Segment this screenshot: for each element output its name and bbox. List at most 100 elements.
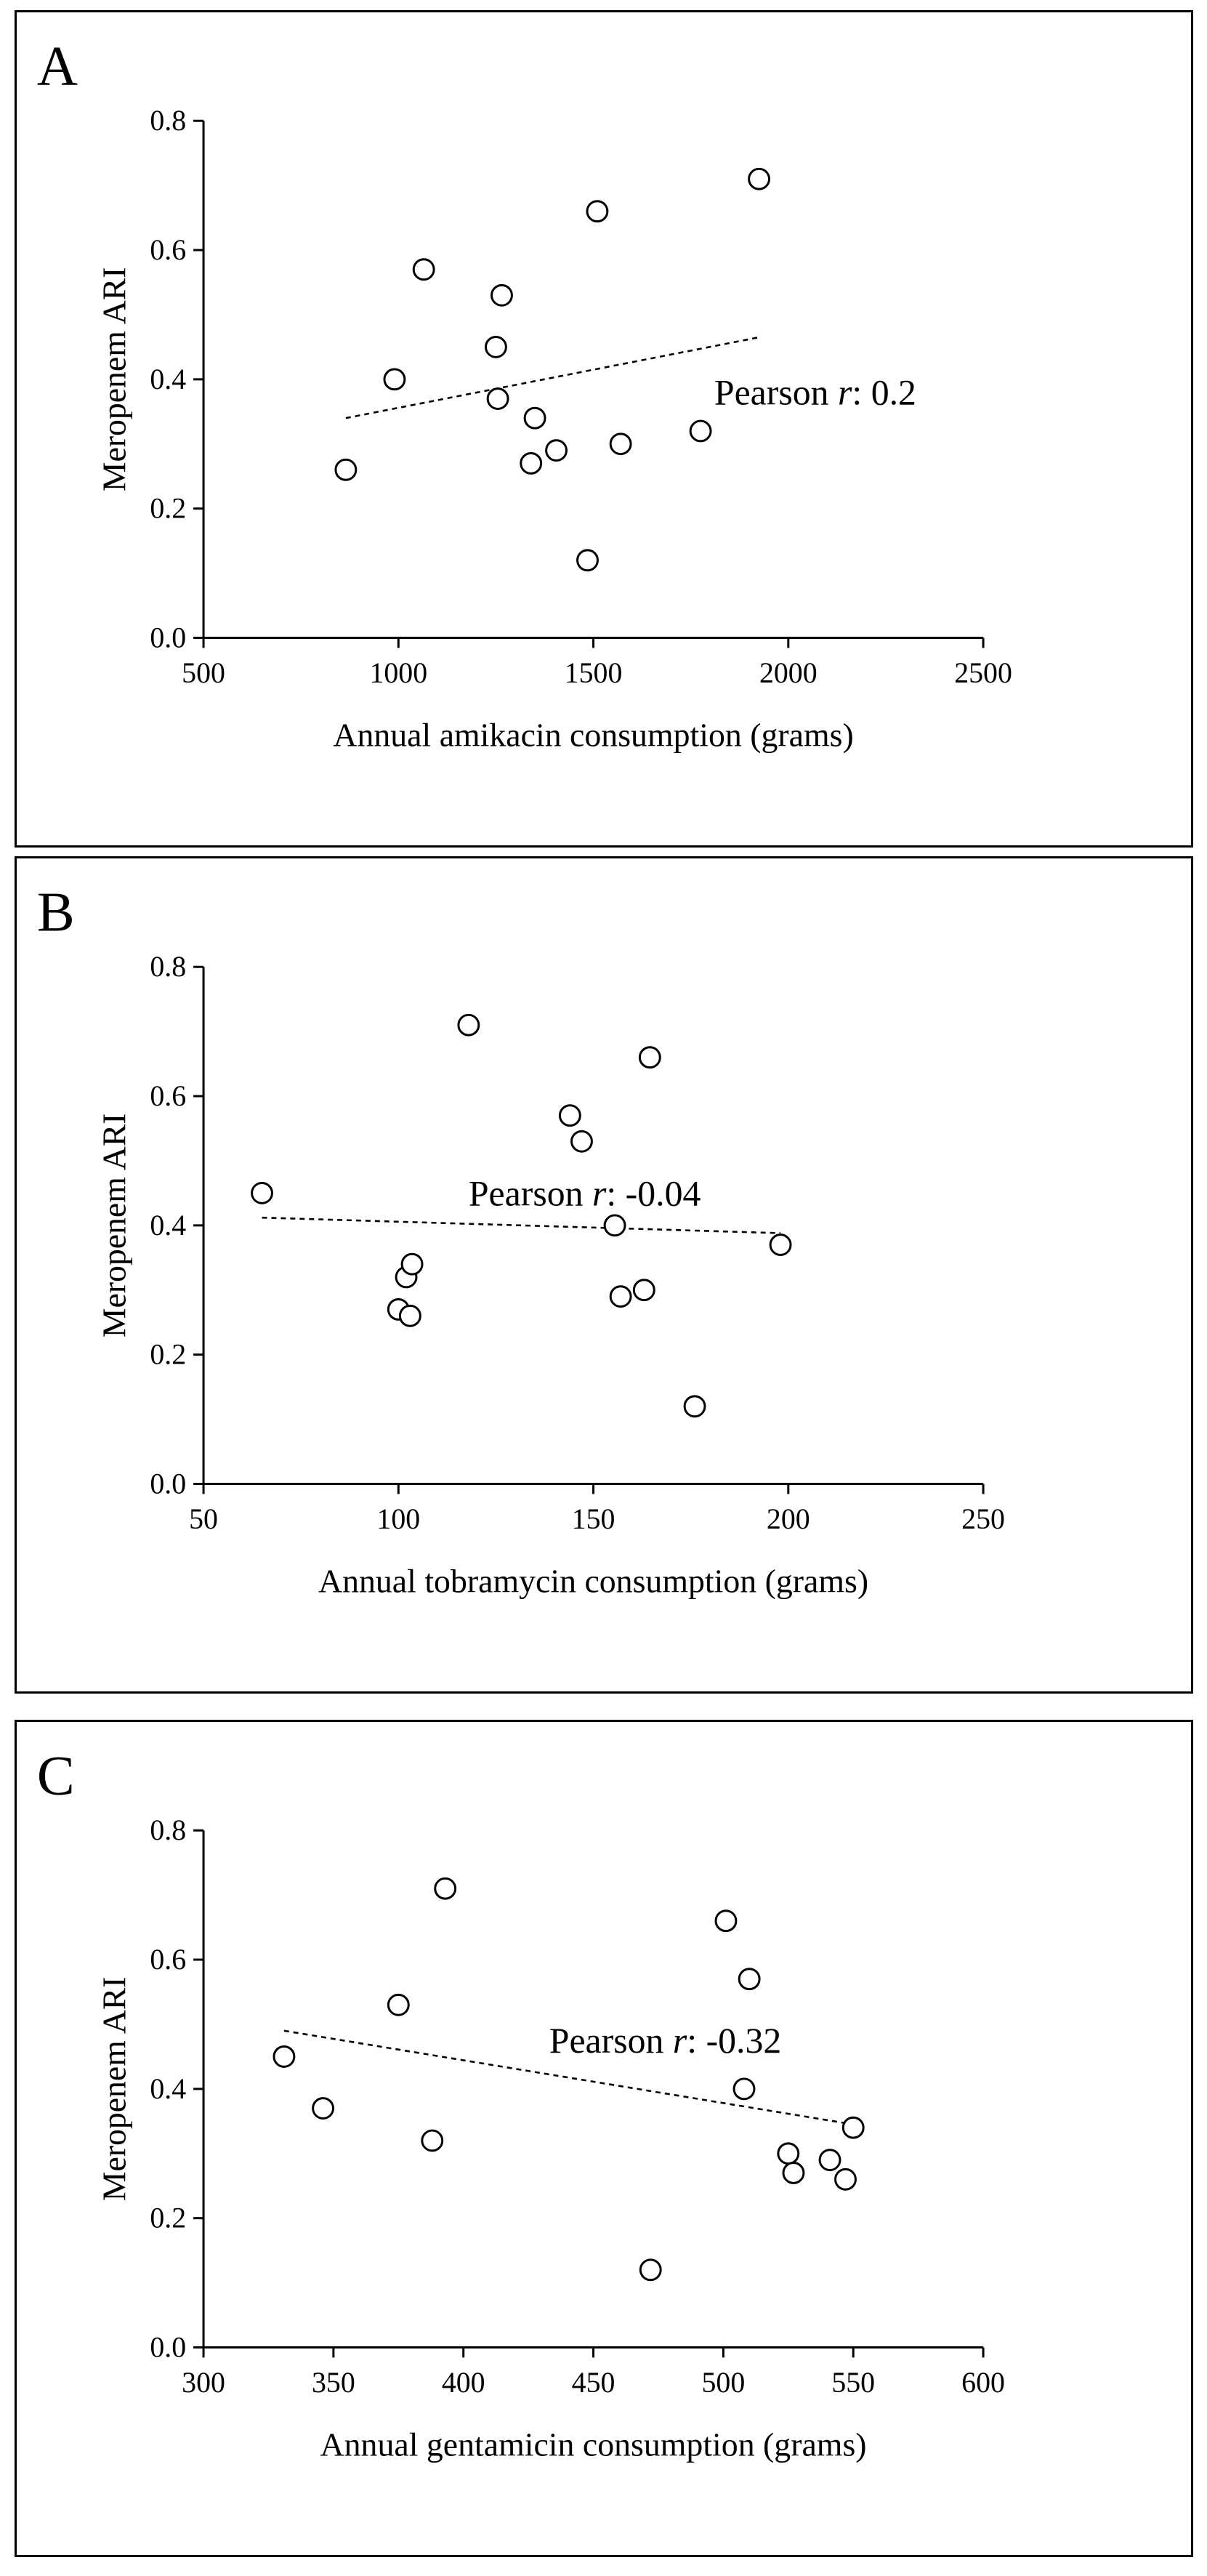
panel-label: B [37, 881, 75, 943]
data-point [421, 2129, 444, 2152]
annotation-r: r [673, 2021, 687, 2061]
panel-c: C 0.0 0.2 0.4 0.6 0.8 300 350 400 450 500 550 600 Ann… [15, 1720, 1193, 2557]
chart-a: A 0.0 0.2 0.4 0.6 0.8 500 1000 1500 2000 2500 Annua… [37, 35, 1012, 754]
annotation-value: : -0.32 [687, 2021, 781, 2061]
x-tick-label: 450 [572, 2367, 615, 2399]
data-point [834, 2168, 857, 2191]
y-tick-label: 0.8 [150, 951, 186, 983]
y-tick-label: 0.0 [150, 621, 186, 653]
data-point [689, 419, 712, 443]
y-tick-label: 0.6 [150, 1080, 186, 1112]
data-point [400, 1252, 424, 1276]
data-point [334, 458, 358, 481]
x-tick-label: 350 [312, 2367, 355, 2399]
trend-line [283, 2029, 854, 2126]
data-point [769, 1233, 792, 1256]
x-tick-label: 50 [189, 1503, 218, 1535]
annotation-value: : -0.04 [606, 1173, 701, 1213]
y-tick-label: 0.2 [150, 1339, 186, 1371]
x-tick-label: 1000 [369, 657, 427, 689]
y-tick-label: 0.6 [150, 1944, 186, 1976]
data-point [714, 1909, 738, 1933]
data-point [545, 439, 568, 462]
x-tick-label: 300 [182, 2367, 225, 2399]
y-axis-title: Meropenem ARI [95, 1976, 132, 2201]
data-point [312, 2097, 335, 2120]
chart-b: B 0.0 0.2 0.4 0.6 0.8 50 100 150 200 250 Annual tob… [37, 881, 1005, 1600]
data-point [491, 283, 513, 307]
annotation-prefix: Pearson [714, 373, 838, 413]
data-point [683, 1395, 706, 1418]
x-axis-title: Annual amikacin consumption (grams) [333, 717, 853, 754]
data-point [486, 387, 509, 410]
data-point [738, 1968, 761, 1991]
data-point [638, 1046, 661, 1069]
data-point [412, 258, 435, 281]
y-tick-label: 0.4 [150, 1209, 186, 1241]
annotation-prefix: Pearson [469, 1173, 592, 1213]
data-point [782, 2162, 805, 2184]
data-point [818, 2149, 841, 2172]
data-point [383, 368, 406, 391]
y-tick-label: 0.8 [150, 105, 186, 137]
data-point [398, 1304, 421, 1327]
x-axis-title: Annual tobramycin consumption (grams) [318, 1563, 868, 1600]
x-tick-label: 500 [182, 657, 225, 689]
data-point [484, 335, 507, 358]
data-point [748, 167, 771, 190]
data-point [639, 2258, 662, 2282]
data-point [732, 2077, 756, 2101]
annotation-value: : 0.2 [852, 373, 916, 413]
data-point [777, 2142, 800, 2165]
x-tick-label: 100 [376, 1503, 420, 1535]
annotation-r: r [838, 373, 852, 413]
data-point [603, 1214, 626, 1237]
annotation-r: r [592, 1173, 607, 1213]
data-point [632, 1279, 655, 1302]
x-axis-title: Annual gentamicin consumption (grams) [320, 2426, 867, 2463]
data-point [609, 1285, 632, 1308]
y-tick-label: 0.2 [150, 493, 186, 525]
panel-label: C [37, 1744, 75, 1807]
y-tick-label: 0.0 [150, 2331, 186, 2363]
panel-label: A [37, 35, 78, 97]
x-tick-label: 1500 [565, 657, 623, 689]
pearson-annotation: Pearson r: -0.04 [469, 1173, 701, 1213]
y-tick-label: 0.6 [150, 234, 186, 266]
data-point [251, 1181, 273, 1204]
data-point [434, 1877, 457, 1900]
data-point [576, 549, 599, 572]
data-point [841, 2116, 865, 2139]
panel-a: A 0.0 0.2 0.4 0.6 0.8 500 1000 1500 2000 2500 Annua… [15, 10, 1193, 848]
data-point [570, 1130, 593, 1153]
x-tick-label: 400 [442, 2367, 485, 2399]
x-tick-label: 200 [767, 1503, 810, 1535]
pearson-annotation: Pearson r: -0.32 [549, 2021, 782, 2061]
data-point [558, 1104, 581, 1127]
annotation-prefix: Pearson [549, 2021, 673, 2061]
data-point [609, 432, 632, 456]
x-tick-label: 150 [572, 1503, 615, 1535]
data-point [273, 2045, 296, 2068]
y-tick-label: 0.8 [150, 1814, 186, 1846]
y-tick-label: 0.2 [150, 2202, 186, 2234]
x-tick-label: 2000 [759, 657, 818, 689]
panel-b: B 0.0 0.2 0.4 0.6 0.8 50 100 150 200 250 Annual tob… [15, 856, 1193, 1694]
trend-line [262, 1216, 781, 1234]
y-axis-title: Meropenem ARI [95, 267, 132, 491]
data-point [586, 200, 609, 223]
trend-line [345, 336, 759, 419]
x-tick-label: 550 [831, 2367, 875, 2399]
x-tick-label: 500 [702, 2367, 746, 2399]
data-point [523, 406, 546, 430]
data-point [520, 452, 543, 475]
y-tick-label: 0.4 [150, 2073, 186, 2105]
data-point [457, 1013, 480, 1037]
y-tick-label: 0.4 [150, 363, 186, 395]
pearson-annotation: Pearson r: 0.2 [714, 373, 916, 413]
chart-c: C 0.0 0.2 0.4 0.6 0.8 300 350 400 450 500 550 600 Ann… [37, 1744, 1005, 2463]
data-point [387, 1993, 410, 2016]
y-tick-label: 0.0 [150, 1468, 186, 1500]
x-tick-label: 2500 [954, 657, 1012, 689]
x-tick-label: 250 [961, 1503, 1005, 1535]
